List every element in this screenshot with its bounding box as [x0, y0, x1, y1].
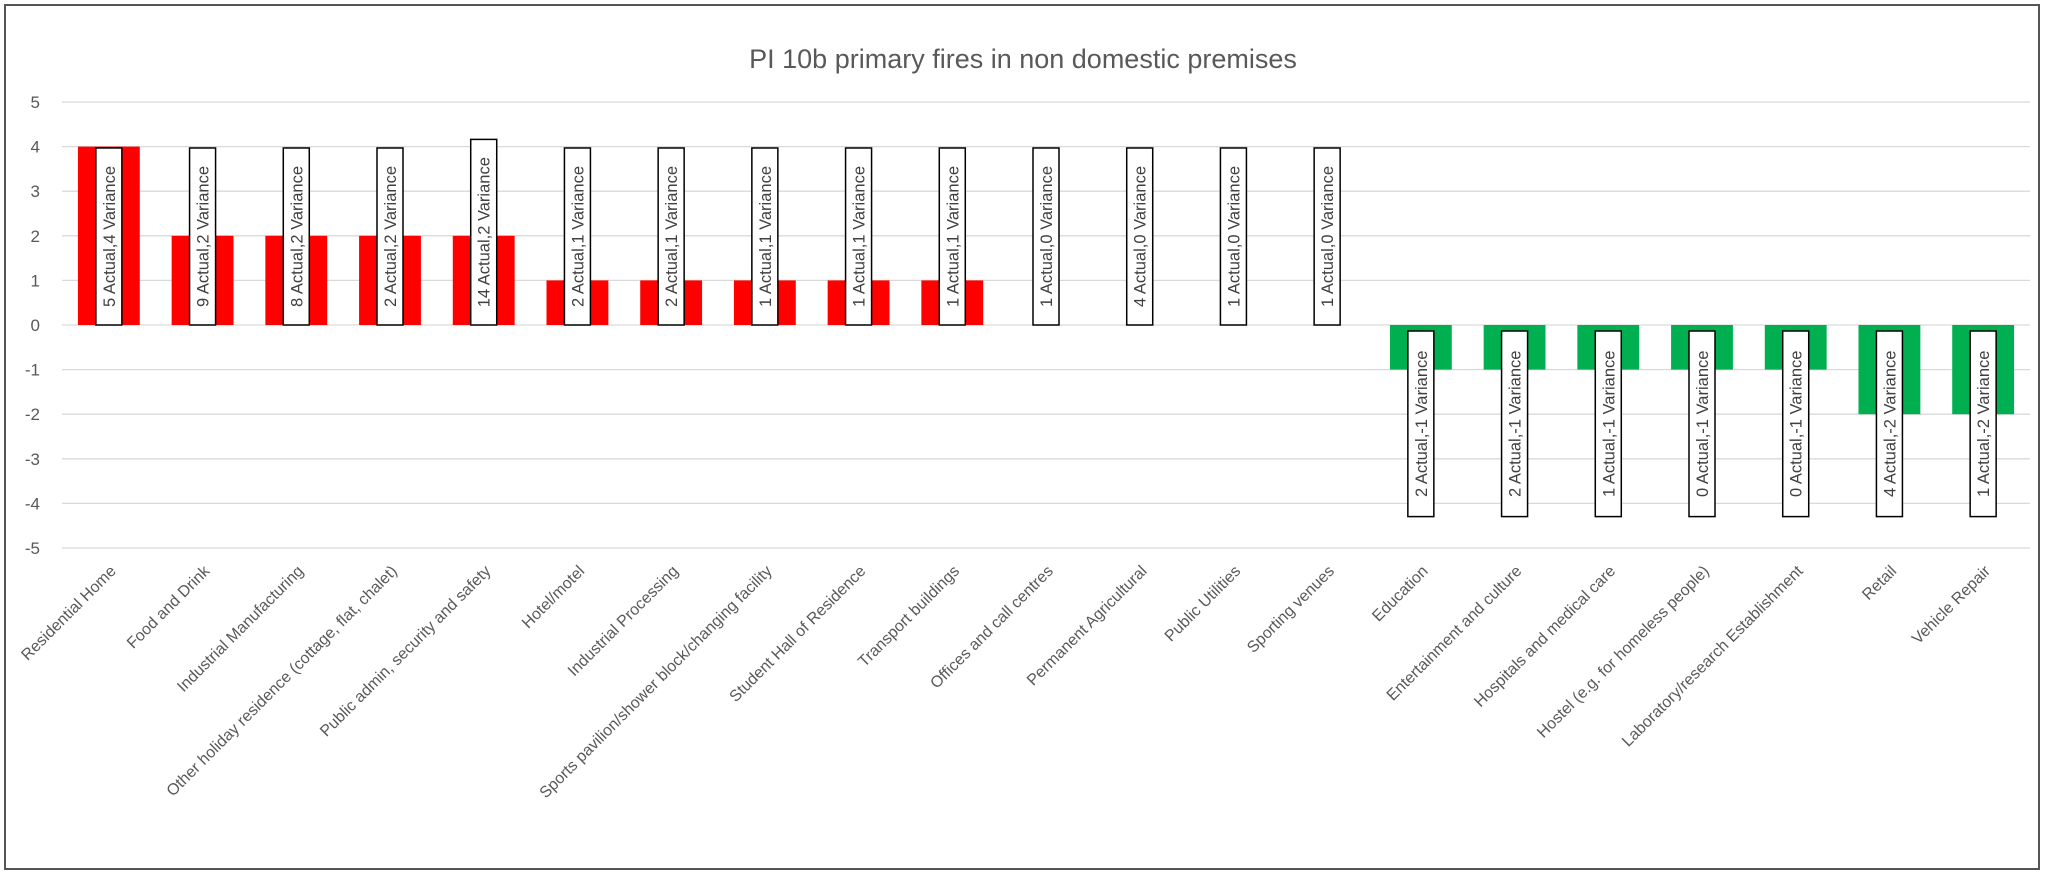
data-label-text: 2 Actual,2 Variance — [382, 166, 400, 307]
data-label: 1 Actual,1 Variance — [844, 147, 873, 326]
data-label-box — [844, 147, 873, 326]
data-label-box — [1125, 147, 1154, 326]
data-label-text: 9 Actual,2 Variance — [195, 166, 213, 307]
data-label: 2 Actual,2 Variance — [376, 147, 404, 326]
data-label-box — [1407, 330, 1435, 518]
y-tick-label: 3 — [31, 182, 40, 201]
data-label-box — [376, 147, 404, 326]
data-label-box — [1594, 330, 1623, 518]
data-label-box — [469, 138, 498, 326]
data-label-text: 1 Actual,1 Variance — [757, 166, 775, 307]
data-label: 4 Actual,-2 Variance — [1875, 330, 1904, 518]
y-tick-label: 1 — [31, 271, 40, 290]
y-tick-label: -2 — [25, 405, 40, 424]
data-label-box — [1688, 330, 1716, 518]
data-label-text: 4 Actual,0 Variance — [1132, 166, 1150, 307]
data-label-text: 8 Actual,2 Variance — [288, 166, 306, 307]
y-tick-label: 0 — [31, 316, 40, 335]
data-label: 1 Actual,0 Variance — [1313, 147, 1341, 326]
data-label-text: 1 Actual,-2 Variance — [1975, 351, 1993, 497]
data-label: 1 Actual,0 Variance — [1032, 147, 1060, 326]
category-label: Retail — [1859, 563, 1900, 604]
data-label-text: 2 Actual,1 Variance — [569, 166, 587, 307]
category-label: Sporting venues — [1244, 563, 1338, 657]
data-label-box — [563, 147, 592, 326]
category-label: Vehicle Repair — [1909, 562, 1994, 647]
data-label-text: 14 Actual,2 Variance — [476, 157, 494, 307]
data-label-text: 0 Actual,-1 Variance — [1694, 351, 1712, 497]
y-tick-label: -5 — [25, 539, 40, 558]
data-label-box — [1875, 330, 1904, 518]
y-tick-label: -4 — [25, 494, 40, 513]
y-tick-label: -3 — [25, 450, 40, 469]
data-label: 9 Actual,2 Variance — [188, 147, 217, 326]
category-label: Transport buildings — [855, 563, 963, 671]
data-label-text: 4 Actual,-2 Variance — [1881, 351, 1899, 497]
data-label: 4 Actual,0 Variance — [1125, 147, 1154, 326]
data-label: 5 Actual,4 Variance — [95, 147, 123, 326]
data-label-text: 1 Actual,0 Variance — [1319, 166, 1337, 307]
y-tick-label: 4 — [31, 138, 40, 157]
y-tick-label: 2 — [31, 227, 40, 246]
data-label-text: 1 Actual,0 Variance — [1038, 166, 1056, 307]
data-label: 1 Actual,-1 Variance — [1594, 330, 1623, 518]
data-label: 0 Actual,-1 Variance — [1781, 330, 1810, 518]
data-label-text: 2 Actual,-1 Variance — [1507, 351, 1525, 497]
data-label-box — [938, 147, 967, 326]
data-label-text: 2 Actual,-1 Variance — [1413, 351, 1431, 497]
category-label: Hostel (e.g. for homeless people) — [1534, 563, 1713, 742]
data-label: 1 Actual,-2 Variance — [1969, 330, 1997, 518]
category-label: Public Utilities — [1162, 563, 1244, 645]
data-label-box — [751, 147, 779, 326]
category-label: Food and Drink — [124, 562, 214, 652]
data-label-box — [657, 147, 685, 326]
data-label-box — [1781, 330, 1810, 518]
data-label: 2 Actual,1 Variance — [563, 147, 592, 326]
data-label-box — [1969, 330, 1997, 518]
data-label: 0 Actual,-1 Variance — [1688, 330, 1716, 518]
category-label: Hotel/motel — [519, 563, 588, 632]
data-label-box — [1219, 147, 1248, 326]
data-label-box — [1313, 147, 1341, 326]
category-label: Residential Home — [18, 563, 119, 664]
y-tick-label: 5 — [31, 93, 40, 112]
data-labels: 5 Actual,4 Variance 9 Actual,2 Variance 8 … — [95, 138, 1997, 518]
y-axis-ticks: 5 4 3 2 1 0 -1 -2 -3 -4 -5 — [25, 93, 40, 558]
data-label-box — [1032, 147, 1060, 326]
chart-title: PI 10b primary fires in non domestic pre… — [749, 44, 1297, 74]
data-label-box — [1500, 330, 1529, 518]
data-label-box — [282, 147, 311, 326]
data-label: 14 Actual,2 Variance — [469, 138, 498, 326]
data-label: 2 Actual,-1 Variance — [1500, 330, 1529, 518]
category-label: Public admin, security and safety — [317, 563, 494, 740]
data-label-text: 1 Actual,0 Variance — [1225, 166, 1243, 307]
category-label: Laboratory/research Establishment — [1619, 562, 1807, 750]
data-label-box — [188, 147, 217, 326]
category-labels: Residential Home Food and DrinkIndustrial… — [18, 562, 1994, 802]
data-label-text: 1 Actual,-1 Variance — [1600, 351, 1618, 497]
data-label-text: 1 Actual,1 Variance — [944, 166, 962, 307]
data-label: 1 Actual,1 Variance — [751, 147, 779, 326]
data-label: 1 Actual,1 Variance — [938, 147, 967, 326]
category-label: Education — [1369, 563, 1431, 625]
data-label-box — [95, 147, 123, 326]
data-label-text: 0 Actual,-1 Variance — [1788, 351, 1806, 497]
data-label-text: 2 Actual,1 Variance — [663, 166, 681, 307]
data-label: 2 Actual,-1 Variance — [1407, 330, 1435, 518]
data-label: 2 Actual,1 Variance — [657, 147, 685, 326]
data-label: 1 Actual,0 Variance — [1219, 147, 1248, 326]
data-label-text: 1 Actual,1 Variance — [851, 166, 869, 307]
data-label: 8 Actual,2 Variance — [282, 147, 311, 326]
data-label-text: 5 Actual,4 Variance — [101, 166, 119, 307]
y-tick-label: -1 — [25, 361, 40, 380]
